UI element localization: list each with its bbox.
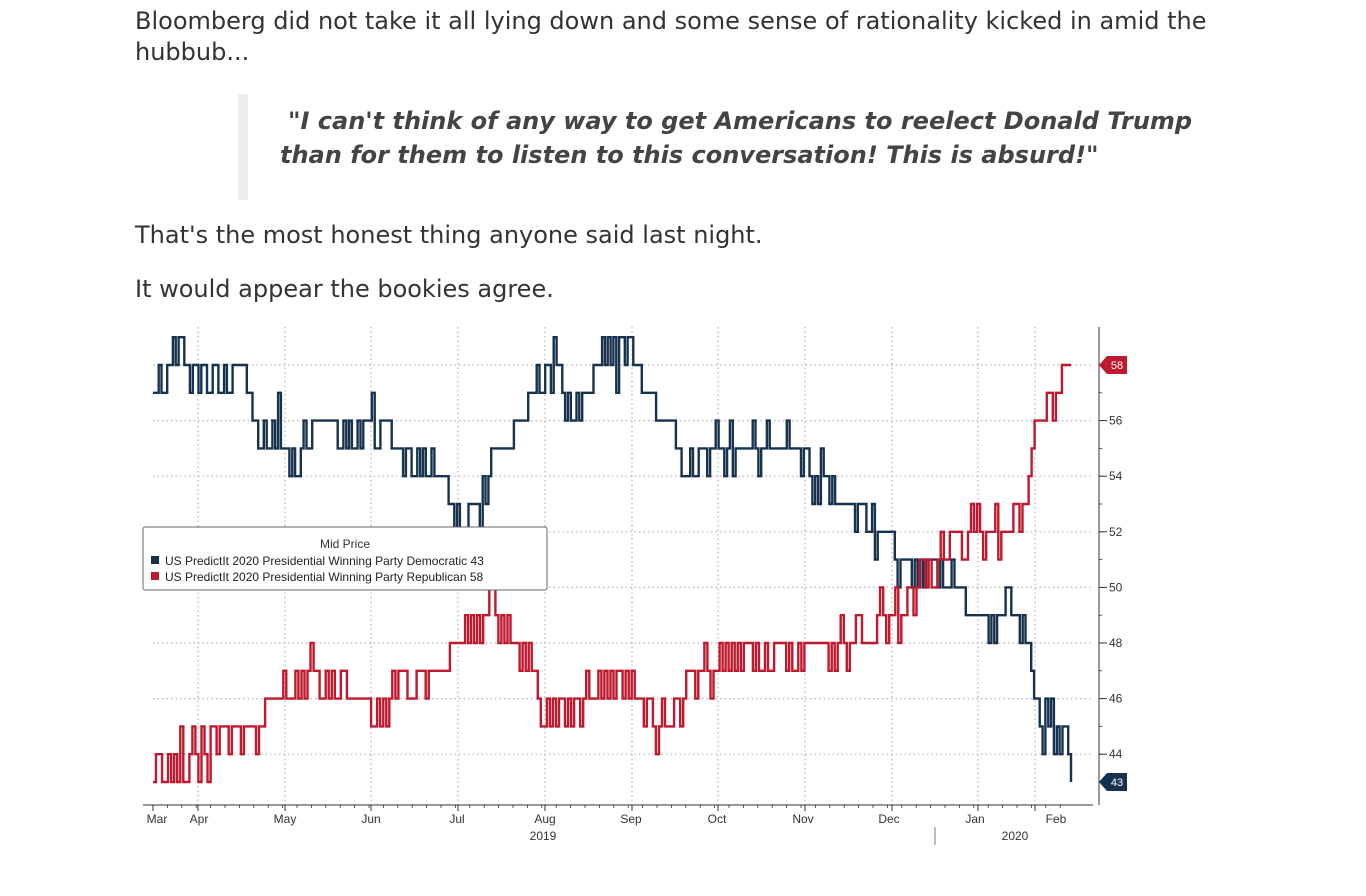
y-tick-label: 44 [1109, 747, 1123, 761]
x-tick-label: May [274, 812, 297, 826]
bookies-paragraph: It would appear the bookies agree. [135, 275, 554, 303]
honest-paragraph: That's the most honest thing anyone said… [135, 221, 763, 249]
value-tag-democratic [1099, 773, 1127, 791]
blockquote-bar [238, 94, 248, 200]
y-tick-label: 52 [1109, 525, 1123, 539]
y-tick-label: 56 [1109, 414, 1123, 428]
value-tag-republican [1099, 356, 1127, 374]
x-tick-label: Sep [620, 812, 642, 826]
x-tick-label: Mar [147, 812, 168, 826]
x-tick-label: Aug [534, 812, 555, 826]
quote-line-2: than for them to listen to this conversa… [280, 141, 1099, 169]
blockquote: "I can't think of any way to get America… [280, 104, 1240, 172]
value-label-democratic: 43 [1111, 777, 1123, 789]
legend-swatch-democratic [151, 556, 159, 564]
predictit-chart: Mar Apr May Jun Jul Aug Sep Oct Nov Dec Jan Feb 2019… [142, 327, 1127, 845]
y-tick-label: 54 [1109, 469, 1123, 483]
legend-label-republican: US PredictIt 2020 Presidential Winning P… [165, 570, 484, 584]
x-tick-label: Nov [792, 812, 813, 826]
legend-label-democratic: US PredictIt 2020 Presidential Winning P… [165, 554, 484, 568]
x-tick-label: Oct [708, 812, 727, 826]
x-tick-label: Apr [190, 812, 209, 826]
intro-paragraph: Bloomberg did not take it all lying down… [135, 7, 1207, 66]
y-tick-label: 48 [1109, 636, 1123, 650]
x-year-label: 2020 [1002, 829, 1029, 843]
value-label-republican: 58 [1111, 360, 1123, 372]
legend-title: Mid Price [320, 537, 370, 551]
x-tick-label: Jun [361, 812, 380, 826]
chart-legend: Mid Price US PredictIt 2020 Presidential… [142, 526, 548, 591]
quote-line-1: "I can't think of any way to get America… [288, 107, 1193, 135]
chart-series [153, 336, 1073, 784]
chart-axes: Mar Apr May Jun Jul Aug Sep Oct Nov Dec Jan Feb 2019… [143, 327, 1123, 845]
series-democratic-line [153, 336, 1073, 782]
x-year-label: 2019 [530, 829, 557, 843]
legend-swatch-republican [151, 572, 159, 580]
y-tick-label: 50 [1109, 580, 1123, 594]
x-tick-label: Jan [965, 812, 984, 826]
y-tick-label: 46 [1109, 692, 1123, 706]
x-tick-label: Feb [1046, 812, 1067, 826]
chart-value-labels: 43 58 [1099, 356, 1127, 791]
x-tick-label: Jul [449, 812, 464, 826]
legend-box [142, 526, 548, 591]
series-republican-line [153, 363, 1071, 784]
x-tick-label: Dec [878, 812, 899, 826]
